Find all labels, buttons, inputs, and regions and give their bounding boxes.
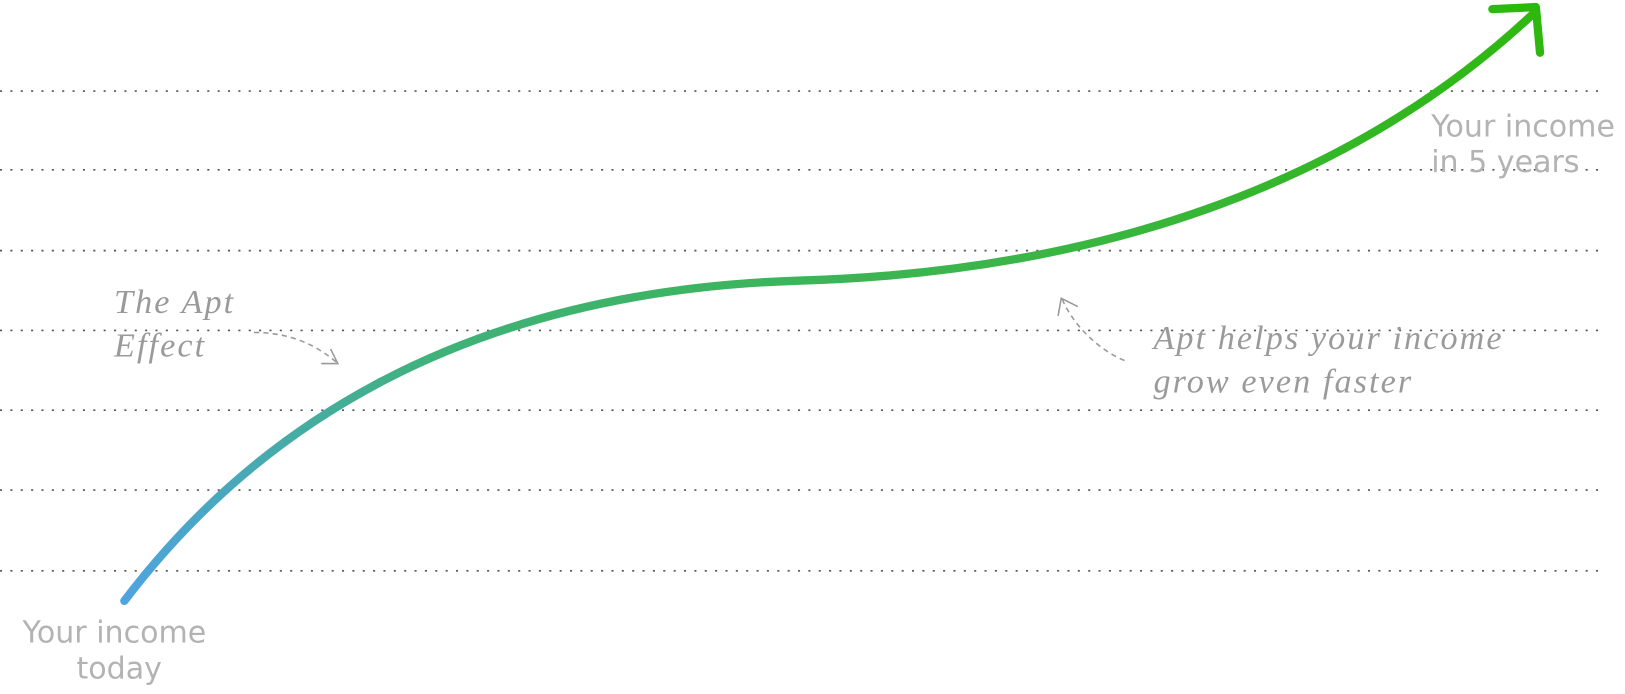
growth-arrowhead bbox=[1488, 2, 1545, 57]
note-line: The Apt bbox=[114, 284, 235, 321]
start-label: Your income today bbox=[22, 615, 216, 686]
annotation-arrowhead bbox=[1057, 297, 1079, 317]
faster-note: Apt helps your income grow even faster bbox=[1151, 320, 1514, 401]
label-line: Your income bbox=[22, 615, 207, 650]
annotation-arrow bbox=[253, 331, 338, 364]
note-line: Effect bbox=[113, 327, 206, 364]
note-line: Apt helps your income bbox=[1151, 320, 1503, 357]
note-line: grow even faster bbox=[1153, 364, 1413, 401]
dotted-guides bbox=[0, 90, 1605, 572]
apt-effect-note: The Apt Effect bbox=[113, 284, 246, 365]
growth-curve bbox=[120, 7, 1541, 606]
end-label: Your income in 5 years bbox=[1430, 110, 1624, 180]
label-line: today bbox=[76, 652, 161, 687]
annotation-arrow bbox=[1061, 299, 1125, 362]
label-line: in 5 years bbox=[1431, 145, 1579, 180]
annotation-arrowhead bbox=[321, 348, 340, 365]
label-line: Your income bbox=[1430, 110, 1615, 145]
